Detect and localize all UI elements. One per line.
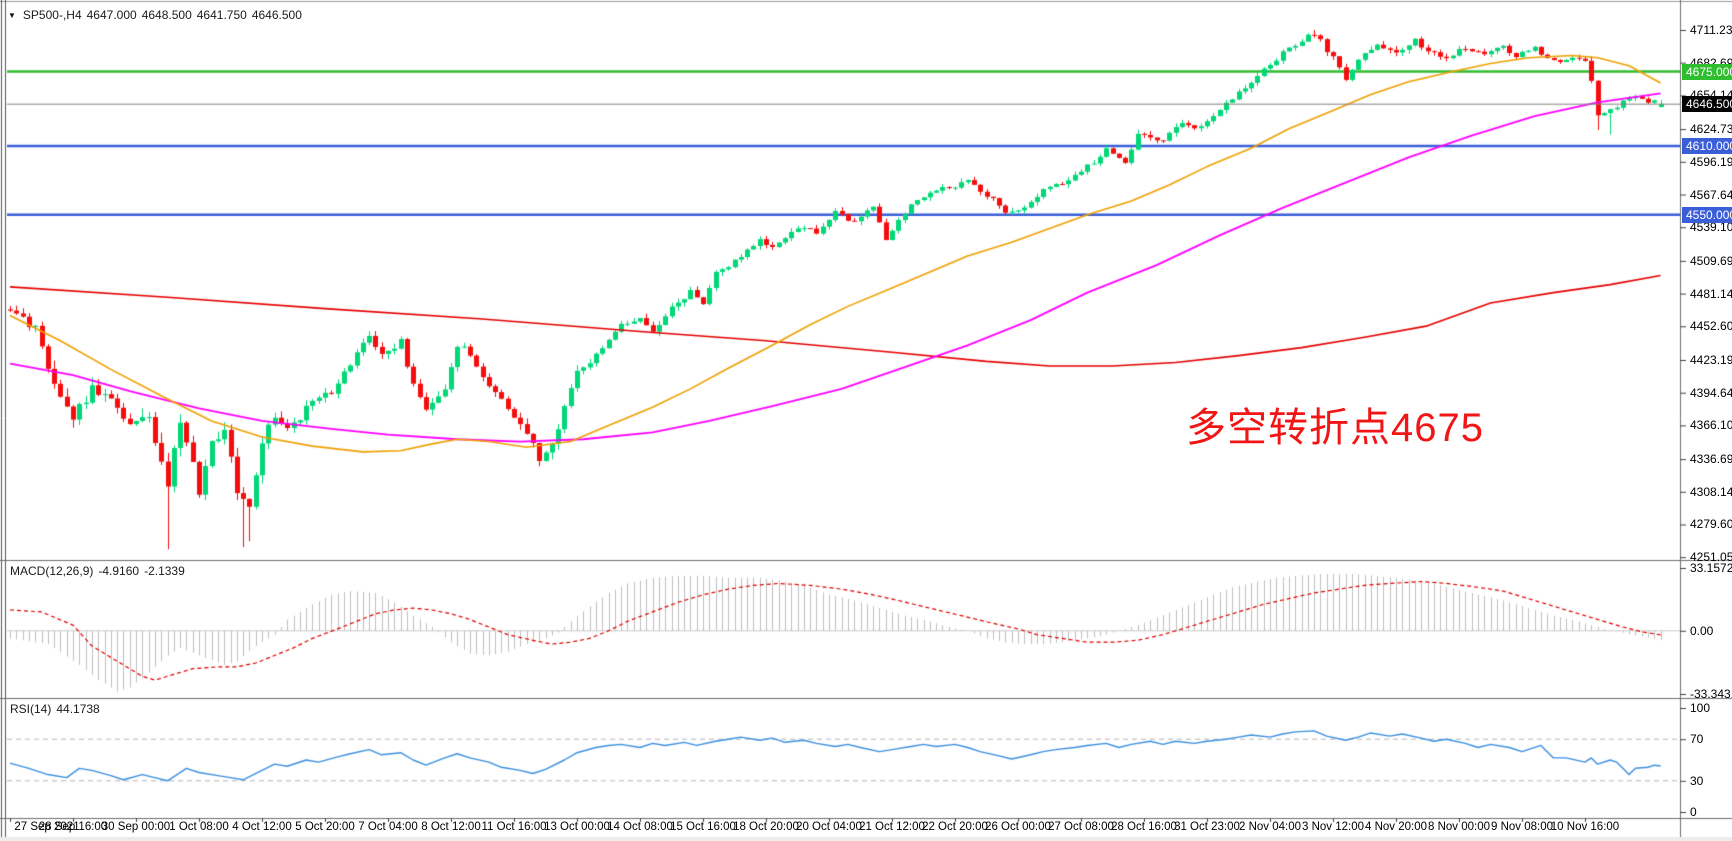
- time-axis-label: 13 Oct 00:00: [544, 821, 610, 833]
- rsi-tick-label: 100: [1690, 701, 1711, 715]
- macd-signal-value: -2.1339: [144, 564, 185, 578]
- time-axis-label: 5 Oct 20:00: [295, 821, 355, 833]
- time-axis-label: 3 Nov 12:00: [1301, 821, 1364, 833]
- price-tick-label: 4366.100: [1690, 418, 1732, 433]
- price-tick-label: 4481.145: [1690, 286, 1732, 301]
- macd-name: MACD(12,26,9): [10, 564, 94, 578]
- price-tick-label: 4567.645: [1690, 187, 1732, 202]
- time-axis-label: 8 Oct 12:00: [421, 821, 481, 833]
- symbol-period-label: SP500-,H4: [22, 8, 82, 22]
- rsi-tick-label: 70: [1690, 732, 1704, 747]
- time-axis-label: 27 Sep 2021: [14, 821, 80, 833]
- time-axis-label: 15 Oct 16:00: [670, 821, 736, 833]
- macd-tick-label: 0.00: [1690, 623, 1714, 638]
- price-tick-label: 4452.600: [1690, 319, 1732, 334]
- current-price-badge: 4646.500: [1682, 96, 1732, 113]
- ohlc-high: 4648.500: [141, 8, 192, 22]
- macd-indicator-label: MACD(12,26,9) -4.9160 -2.1339: [10, 564, 185, 578]
- rsi-indicator-label: RSI(14) 44.1738: [10, 702, 100, 716]
- time-axis-label: 2 Nov 04:00: [1238, 821, 1301, 833]
- time-axis-label: 9 Nov 08:00: [1490, 821, 1553, 833]
- price-tick-label: 4251.055: [1690, 550, 1732, 565]
- time-axis-label: 11 Oct 16:00: [481, 821, 547, 833]
- price-tick-label: 4711.235: [1690, 23, 1732, 37]
- time-axis-label: 31 Oct 23:00: [1174, 821, 1240, 833]
- macd-main-value: -4.9160: [98, 564, 140, 578]
- rsi-tick-label: 30: [1690, 773, 1704, 788]
- ohlc-low: 4641.750: [196, 8, 247, 22]
- price-tick-label: 4336.690: [1690, 452, 1732, 467]
- time-axis-label: 1 Oct 08:00: [169, 821, 229, 833]
- rsi-value: 44.1738: [56, 702, 100, 716]
- macd-tick-label: 33.1572: [1690, 561, 1732, 575]
- time-axis-label: 21 Oct 12:00: [859, 821, 925, 833]
- time-axis-label: 4 Nov 20:00: [1364, 821, 1427, 833]
- collapse-arrow-icon[interactable]: ▼: [8, 10, 16, 20]
- time-axis-label: 7 Oct 04:00: [358, 821, 418, 833]
- time-axis-label: 28 Oct 16:00: [1111, 821, 1177, 833]
- trade-note-annotation: 多空转折点4675: [1186, 406, 1484, 450]
- rsi-name: RSI(14): [10, 702, 52, 716]
- time-axis-label: 10 Nov 16:00: [1550, 821, 1620, 833]
- time-axis-label: 14 Oct 08:00: [607, 821, 673, 833]
- price-tick-label: 4539.100: [1690, 220, 1732, 235]
- time-axis-label: 18 Oct 20:00: [733, 821, 799, 833]
- price-tick-label: 4624.735: [1690, 122, 1732, 137]
- time-axis-label: 4 Oct 12:00: [232, 821, 292, 833]
- time-axis-label: 27 Oct 08:00: [1048, 821, 1114, 833]
- time-axis-label: 30 Sep 00:00: [101, 821, 171, 833]
- time-axis-label: 28 Sep 16:00: [38, 821, 108, 833]
- price-tick-label: 4509.690: [1690, 253, 1732, 268]
- ohlc-open: 4647.000: [86, 8, 137, 22]
- time-axis-label: 20 Oct 04:00: [796, 821, 862, 833]
- price-level-badge: 4610.000: [1682, 137, 1732, 154]
- price-level-badge: 4675.000: [1682, 63, 1732, 80]
- time-axis-label: 26 Oct 00:00: [985, 821, 1051, 833]
- ohlc-close: 4646.500: [251, 8, 302, 22]
- price-tick-label: 4308.145: [1690, 484, 1732, 499]
- time-axis-label: 22 Oct 20:00: [922, 821, 988, 833]
- rsi-tick-label: 0: [1690, 805, 1697, 819]
- time-axis-label: 8 Nov 00:00: [1427, 821, 1490, 833]
- chart-title: ▼ SP500-,H4 4647.000 4648.500 4641.750 4…: [8, 8, 302, 22]
- price-tick-label: 4394.645: [1690, 385, 1732, 400]
- price-tick-label: 4279.600: [1690, 517, 1732, 532]
- price-level-badge: 4550.000: [1682, 206, 1732, 223]
- price-tick-label: 4423.190: [1690, 352, 1732, 367]
- price-tick-label: 4596.190: [1690, 154, 1732, 169]
